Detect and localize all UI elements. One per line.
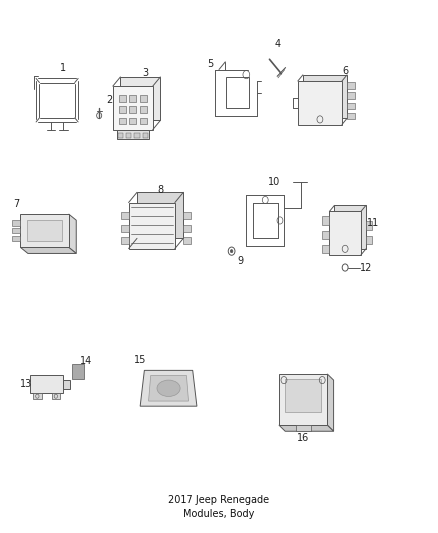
Bar [183, 212, 191, 219]
Bar [12, 221, 20, 225]
Bar [347, 113, 355, 119]
Bar [27, 220, 62, 241]
Bar [120, 77, 160, 120]
Bar [322, 231, 329, 239]
Bar [366, 236, 372, 244]
Ellipse shape [157, 380, 180, 397]
Text: 8: 8 [157, 185, 163, 195]
Bar [52, 393, 60, 399]
Bar [126, 133, 131, 138]
Bar [118, 133, 123, 138]
Circle shape [230, 249, 233, 253]
Bar [303, 75, 347, 118]
Text: 14: 14 [81, 356, 93, 366]
Polygon shape [140, 370, 197, 406]
Bar [130, 107, 136, 113]
Text: 13: 13 [19, 379, 32, 389]
Bar [137, 192, 183, 238]
Polygon shape [148, 375, 188, 401]
Text: 10: 10 [268, 177, 280, 187]
Bar [129, 203, 175, 248]
Text: 12: 12 [360, 263, 372, 272]
Bar [366, 222, 372, 230]
Bar [12, 228, 20, 233]
Bar [322, 216, 329, 224]
Bar [30, 375, 64, 393]
Bar [64, 379, 70, 389]
Bar [121, 224, 129, 232]
Text: 11: 11 [367, 218, 380, 228]
Bar [347, 102, 355, 109]
Bar [347, 82, 355, 88]
Bar [329, 212, 361, 255]
Bar [335, 205, 366, 249]
Text: 1: 1 [60, 63, 67, 73]
Text: 5: 5 [208, 59, 214, 69]
Bar [121, 237, 129, 245]
Polygon shape [327, 374, 334, 431]
Bar [117, 130, 148, 139]
Bar [130, 118, 136, 124]
Bar [183, 224, 191, 232]
Text: 15: 15 [134, 355, 146, 365]
Text: 16: 16 [297, 433, 309, 443]
Bar [226, 77, 250, 108]
Text: 4: 4 [275, 39, 281, 49]
Text: 6: 6 [342, 66, 348, 76]
Bar [140, 118, 147, 124]
Text: 7: 7 [13, 199, 19, 209]
Text: 2: 2 [106, 95, 113, 105]
Text: 9: 9 [237, 256, 243, 266]
Text: 2017 Jeep Renegade
Modules, Body: 2017 Jeep Renegade Modules, Body [169, 495, 269, 519]
Polygon shape [279, 425, 334, 431]
Bar [33, 393, 42, 399]
Bar [296, 425, 311, 431]
Bar [285, 379, 321, 412]
Text: 3: 3 [142, 68, 148, 78]
Bar [121, 212, 129, 219]
Bar [183, 237, 191, 245]
Bar [119, 107, 126, 113]
Bar [140, 107, 147, 113]
Bar [140, 95, 147, 102]
Bar [347, 92, 355, 99]
Bar [20, 214, 69, 247]
Bar [119, 95, 126, 102]
Bar [113, 86, 153, 130]
Bar [119, 118, 126, 124]
Polygon shape [69, 214, 76, 254]
Bar [72, 364, 84, 378]
Bar [322, 245, 329, 253]
Bar [130, 95, 136, 102]
Bar [134, 133, 140, 138]
Bar [12, 236, 20, 241]
Bar [143, 133, 148, 138]
Bar [298, 81, 342, 125]
Polygon shape [20, 247, 76, 254]
Bar [279, 374, 327, 425]
